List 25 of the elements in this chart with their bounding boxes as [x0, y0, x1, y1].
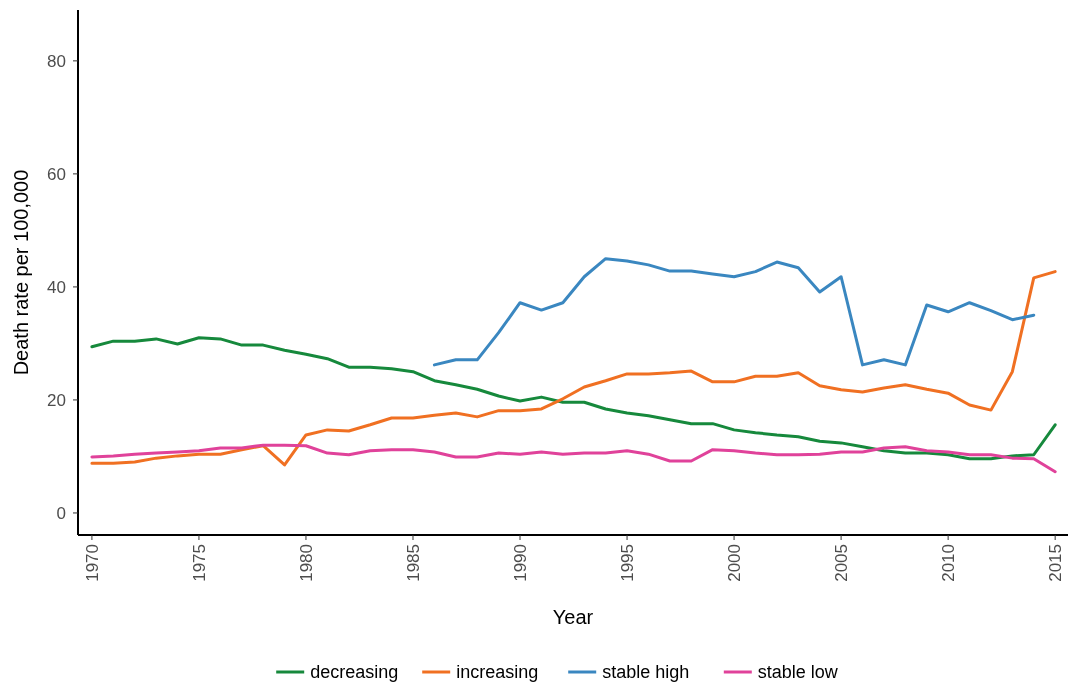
y-tick-label: 40: [47, 277, 66, 297]
y-tick-label: 60: [47, 164, 66, 184]
x-tick-label: 1975: [189, 544, 209, 582]
y-axis-title: Death rate per 100,000: [10, 169, 32, 376]
x-tick-label: 1990: [510, 544, 530, 582]
y-tick-label: 0: [56, 503, 66, 523]
line-series: [90, 443, 1057, 474]
x-tick-label: 1985: [403, 544, 423, 582]
line-series: [90, 270, 1057, 467]
line-series: [432, 257, 1036, 367]
y-tick-label: 80: [47, 51, 66, 71]
x-tick-label: 2010: [939, 544, 959, 582]
legend-label: decreasing: [310, 662, 399, 683]
y-tick-label: 20: [47, 390, 66, 410]
x-tick-label: 2005: [832, 544, 852, 582]
legend-label: stable low: [757, 662, 839, 683]
line-series: [90, 336, 1057, 461]
x-axis-title: Year: [552, 606, 594, 628]
x-tick-label: 1970: [82, 544, 102, 582]
legend-label: increasing: [456, 662, 539, 683]
x-tick-label: 1980: [296, 544, 316, 582]
x-tick-label: 1995: [618, 544, 637, 582]
x-tick-label: 2015: [1046, 544, 1066, 582]
legend-label: stable high: [602, 662, 690, 683]
x-tick-label: 2000: [725, 544, 745, 582]
